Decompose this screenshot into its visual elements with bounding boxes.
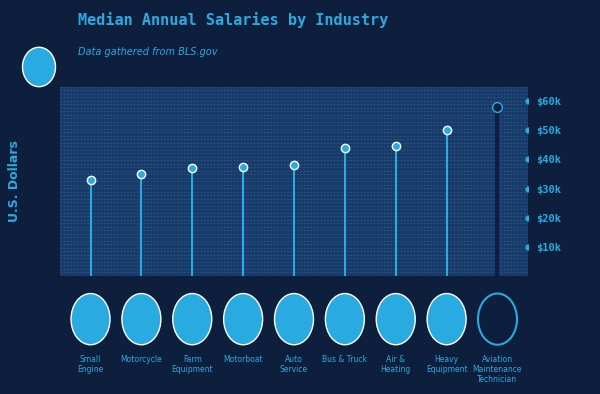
Text: Motorcycle: Motorcycle — [121, 355, 162, 364]
Text: Farm
Equipment: Farm Equipment — [172, 355, 213, 374]
Text: Heavy
Equipment: Heavy Equipment — [426, 355, 467, 374]
Text: Median Annual Salaries by Industry: Median Annual Salaries by Industry — [78, 12, 388, 28]
Text: U.S. Dollars: U.S. Dollars — [8, 140, 22, 222]
Text: Motorboat: Motorboat — [223, 355, 263, 364]
Text: Small
Engine: Small Engine — [77, 355, 104, 374]
Text: Data gathered from BLS.gov: Data gathered from BLS.gov — [78, 47, 218, 57]
Text: Bus & Truck: Bus & Truck — [322, 355, 367, 364]
Text: $: $ — [35, 61, 43, 73]
Text: Auto
Service: Auto Service — [280, 355, 308, 374]
Text: Air &
Heating: Air & Heating — [380, 355, 411, 374]
Text: Aviation
Maintenance
Technician: Aviation Maintenance Technician — [473, 355, 522, 385]
